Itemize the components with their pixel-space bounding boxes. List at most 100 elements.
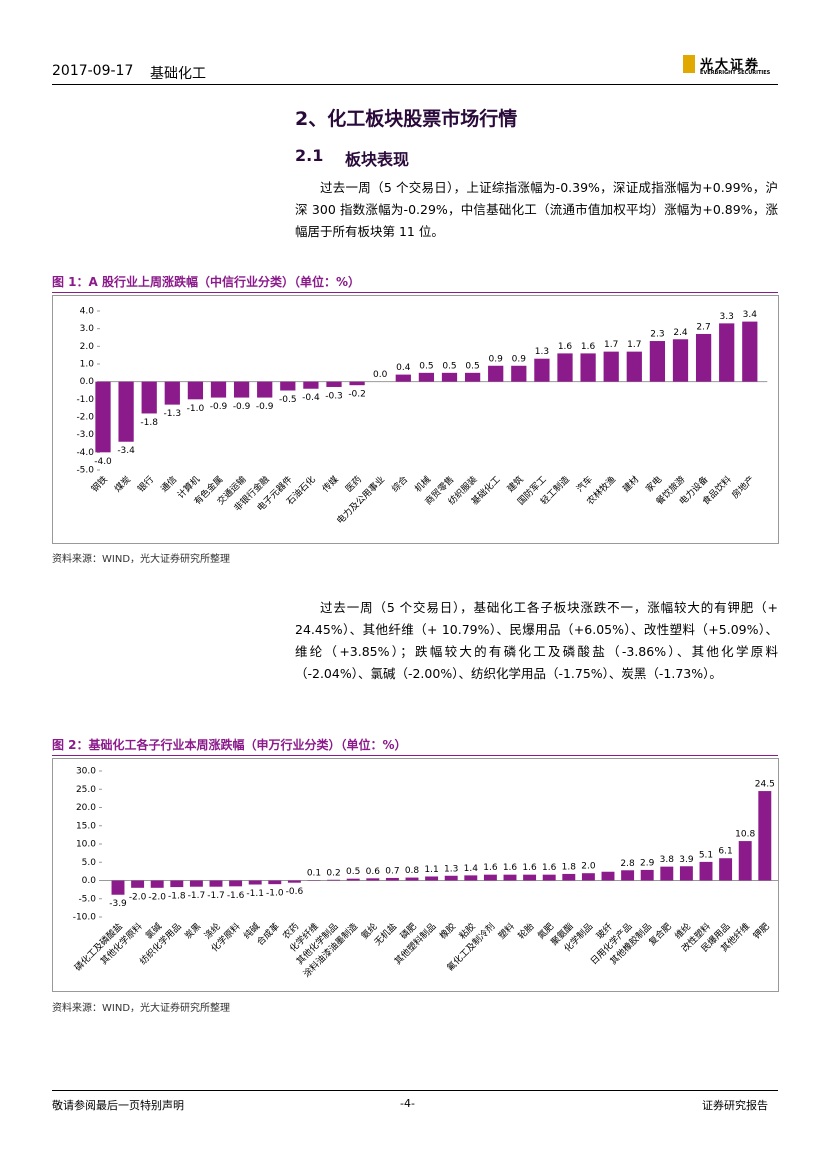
bar <box>640 869 654 881</box>
value-label: 0.9 <box>512 354 527 364</box>
bar <box>303 381 319 389</box>
x-tick-label: 汽车 <box>574 473 595 494</box>
value-label: 0.5 <box>419 361 433 371</box>
value-label: 0.5 <box>465 361 479 371</box>
figure-rule <box>52 292 778 293</box>
bar <box>488 365 504 382</box>
bar <box>719 858 733 881</box>
bar <box>150 880 164 888</box>
value-label: 5.1 <box>699 850 713 860</box>
bar <box>742 321 758 382</box>
y-tick-label: 3.0 <box>80 324 95 334</box>
value-label: 24.5 <box>755 780 775 790</box>
y-tick-label: -5.0 <box>78 894 96 904</box>
value-label: -2.0 <box>129 892 147 902</box>
subsection-title: 板块表现 <box>345 150 410 169</box>
value-label: 10.8 <box>735 830 755 840</box>
value-label: -3.9 <box>109 899 127 909</box>
x-tick-label: 房地产 <box>729 473 757 501</box>
bar <box>523 874 537 881</box>
x-tick-label: 煤炭 <box>112 473 133 494</box>
bar <box>758 791 772 881</box>
value-label: 2.4 <box>673 328 688 338</box>
value-label: 0.9 <box>489 354 504 364</box>
figure-source: 资料来源：WIND，光大证券研究所整理 <box>52 554 231 565</box>
value-label: -1.7 <box>188 891 206 901</box>
value-label: -0.9 <box>210 402 228 412</box>
bar <box>111 880 125 895</box>
bar <box>210 381 227 398</box>
bar <box>464 875 478 881</box>
y-tick-label: -1.0 <box>76 395 94 405</box>
bar <box>209 880 223 887</box>
value-label: 0.5 <box>346 867 360 877</box>
value-label: 0.1 <box>307 869 321 879</box>
footer-rule <box>52 1090 778 1091</box>
value-label: 2.3 <box>650 330 664 340</box>
x-tick-label: 橡胶 <box>437 920 458 941</box>
chart-frame <box>52 295 779 544</box>
bar <box>418 372 435 382</box>
value-label: -1.0 <box>266 889 284 899</box>
y-tick-label: 0.0 <box>80 377 95 387</box>
footer-center: -4- <box>400 1097 415 1110</box>
value-label: 3.9 <box>679 855 694 865</box>
figure-rule <box>52 755 778 756</box>
value-label: 0.6 <box>366 867 381 877</box>
bar <box>233 381 250 398</box>
bar <box>534 358 550 382</box>
x-tick-label: 复合肥 <box>646 920 674 948</box>
bar <box>349 381 365 386</box>
value-label: 0.0 <box>373 370 388 380</box>
x-tick-label: 家电 <box>643 473 664 494</box>
y-tick-label: -10.0 <box>73 913 97 923</box>
bar <box>287 880 301 883</box>
bar <box>511 365 527 382</box>
value-label: 1.4 <box>464 864 479 874</box>
bar <box>326 381 342 387</box>
figure-title: 图 2：基础化工各子行业本周涨跌幅（申万行业分类）（单位：%） <box>52 738 407 752</box>
x-tick-label: 医药 <box>343 474 364 495</box>
paragraph: 过去一周（5 个交易日），基础化工各子板块涨跌不一，涨幅较大的有钾肥（+ 24.… <box>295 600 778 681</box>
x-tick-label: 建材 <box>620 473 641 494</box>
bar <box>189 880 203 887</box>
bar <box>580 353 596 382</box>
value-label: 1.3 <box>444 864 458 874</box>
bar <box>649 341 666 382</box>
chart-frame <box>52 758 779 992</box>
chart: 30.025.020.015.010.05.00.0-5.0-10.0-3.9磷… <box>72 767 778 980</box>
subsection-number: 2.1 <box>295 146 324 165</box>
bar <box>626 351 642 382</box>
value-label: 0.2 <box>326 868 340 878</box>
value-label: 1.6 <box>581 342 596 352</box>
bar <box>141 381 157 414</box>
bar <box>542 874 556 881</box>
x-tick-label: 炭黑 <box>183 921 204 942</box>
value-label: 1.7 <box>604 340 618 350</box>
x-tick-label: 综合 <box>389 473 410 494</box>
value-label: 2.0 <box>581 862 596 872</box>
x-tick-label: 合成革 <box>254 920 282 948</box>
bar <box>581 873 595 881</box>
value-label: -0.9 <box>233 402 251 412</box>
bar <box>660 866 674 881</box>
footer-right: 证券研究报告 <box>702 1099 768 1112</box>
value-label: 1.6 <box>483 863 498 873</box>
footer-left: 敬请参阅最后一页特别声明 <box>52 1099 184 1112</box>
bar <box>503 874 517 881</box>
y-tick-label: 2.0 <box>80 342 95 352</box>
value-label: -1.7 <box>207 891 225 901</box>
bar <box>562 873 576 881</box>
x-tick-label: 钾肥 <box>750 920 771 941</box>
bar <box>738 841 752 881</box>
bar <box>229 880 243 887</box>
bar <box>601 871 615 881</box>
value-label: 3.8 <box>660 855 675 865</box>
y-tick-label: 30.0 <box>76 767 96 777</box>
bar <box>425 876 439 881</box>
bar <box>395 374 411 382</box>
bar <box>444 875 458 881</box>
value-label: 0.7 <box>385 866 399 876</box>
value-label: 0.8 <box>405 866 420 876</box>
figure-source: 资料来源：WIND，光大证券研究所整理 <box>52 1003 231 1014</box>
